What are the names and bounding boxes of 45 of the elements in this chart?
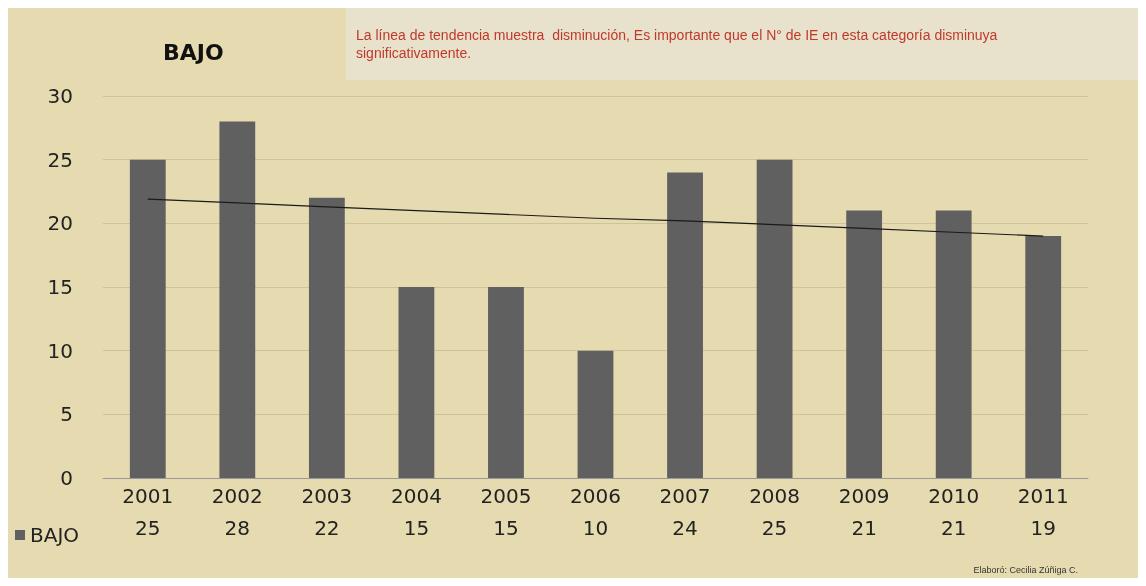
x-tick-label: 2004 <box>390 484 442 508</box>
y-tick-label: 15 <box>47 275 73 299</box>
line-series <box>147 198 1044 237</box>
x-tick-label: 2003 <box>301 484 353 508</box>
x-tick-label: 2006 <box>570 484 621 508</box>
y-tick-label: 30 <box>47 84 73 108</box>
x-tick-label: 2001 <box>122 484 174 508</box>
bar <box>1025 236 1062 478</box>
bar <box>308 197 345 478</box>
data-label: 19 <box>1030 516 1056 540</box>
text: La línea de tendencia muestra disminución, Es importante que el N° de IE en esta categoría disminuya significativamente. <box>356 27 1002 61</box>
chart-title: BAJO <box>163 39 224 65</box>
data-label: 22 <box>314 516 340 540</box>
data-label: 24 <box>672 516 698 540</box>
legend-label: BAJO <box>30 523 80 547</box>
data-label: 10 <box>582 516 609 540</box>
bar <box>756 159 793 478</box>
y-tick-label: 25 <box>47 147 73 172</box>
x-tick-label: 2008 <box>749 484 801 508</box>
data-label: 28 <box>224 516 251 540</box>
data-label: 25 <box>761 516 788 540</box>
y-tick-label: 5 <box>60 402 73 427</box>
data-label: 15 <box>493 516 519 540</box>
x-tick-label: 2002 <box>211 484 263 508</box>
data-label: 21 <box>851 516 877 540</box>
x-tick-label: 2009 <box>838 484 890 508</box>
data-label: 25 <box>135 516 161 540</box>
x-tick-label: 2007 <box>659 484 711 508</box>
bar <box>488 287 524 478</box>
y-tick-label: 0 <box>60 466 73 490</box>
y-tick-label: 20 <box>47 211 73 236</box>
bar <box>846 210 883 478</box>
bar <box>577 350 614 478</box>
bar <box>219 121 256 478</box>
data-label: 15 <box>403 516 430 540</box>
x-tick-label: 2005 <box>480 484 532 508</box>
text: Elaboró: Cecilia Zúñiga C. <box>973 564 1079 575</box>
bar <box>667 172 703 478</box>
x-tick-label: 2011 <box>1017 484 1069 508</box>
bar <box>935 210 972 478</box>
bar <box>398 287 435 478</box>
x-tick-label: 2010 <box>928 484 980 508</box>
y-tick-label: 10 <box>47 338 73 363</box>
data-label: 21 <box>940 516 967 540</box>
bar <box>129 159 166 478</box>
